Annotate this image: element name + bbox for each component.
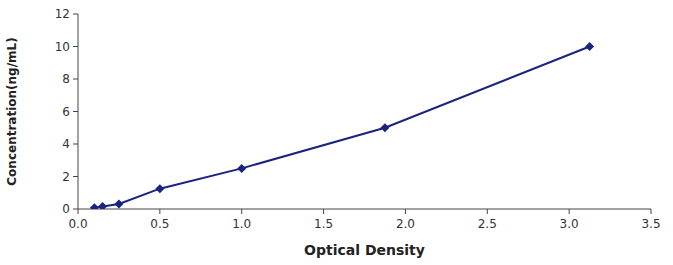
x-axis-label: Optical Density [304, 242, 425, 258]
y-tick-label: 2 [62, 170, 70, 184]
y-tick-label: 10 [55, 40, 70, 54]
marker [155, 184, 164, 193]
y-tick-label: 4 [62, 137, 70, 151]
x-tick [651, 209, 652, 214]
x-tick-label: 0.5 [150, 217, 169, 231]
x-tick [323, 209, 324, 214]
y-tick [73, 46, 78, 47]
y-tick [73, 176, 78, 177]
y-tick-label: 0 [62, 202, 70, 216]
chart: 0.0 0.5 1.0 1.5 2.0 2.5 3.0 3.5 0 2 4 6 8 10 12 Optical… [0, 0, 673, 265]
y-tick [73, 144, 78, 145]
marker [98, 202, 107, 209]
y-tick [73, 111, 78, 112]
x-tick-label: 3.5 [641, 217, 660, 231]
marker [237, 164, 246, 173]
x-tick-label: 2.0 [396, 217, 415, 231]
marker [380, 123, 389, 132]
x-tick-label: 2.5 [478, 217, 497, 231]
x-tick [405, 209, 406, 214]
plot-area [90, 42, 594, 209]
y-tick-label: 12 [55, 7, 70, 21]
y-tick [73, 79, 78, 80]
line [94, 47, 589, 208]
marker [90, 203, 99, 209]
x-tick [159, 209, 160, 214]
x-tick [569, 209, 570, 214]
marker [585, 42, 594, 51]
x-tick-label: 1.5 [314, 217, 333, 231]
axes: 0.0 0.5 1.0 1.5 2.0 2.5 3.0 3.5 0 2 4 6 8 10 12 [55, 7, 661, 231]
x-tick-label: 0.0 [68, 217, 87, 231]
x-tick [78, 209, 79, 214]
y-axis-label: Concentration(ng/mL) [5, 37, 19, 185]
y-tick-label: 6 [62, 105, 70, 119]
x-tick-label: 3.0 [560, 217, 579, 231]
y-tick [73, 209, 78, 210]
marker [114, 199, 123, 208]
y-tick-label: 8 [62, 72, 70, 86]
x-axis-line [78, 209, 651, 210]
y-tick [73, 14, 78, 15]
x-tick [241, 209, 242, 214]
x-tick-label: 1.0 [232, 217, 251, 231]
x-tick [487, 209, 488, 214]
